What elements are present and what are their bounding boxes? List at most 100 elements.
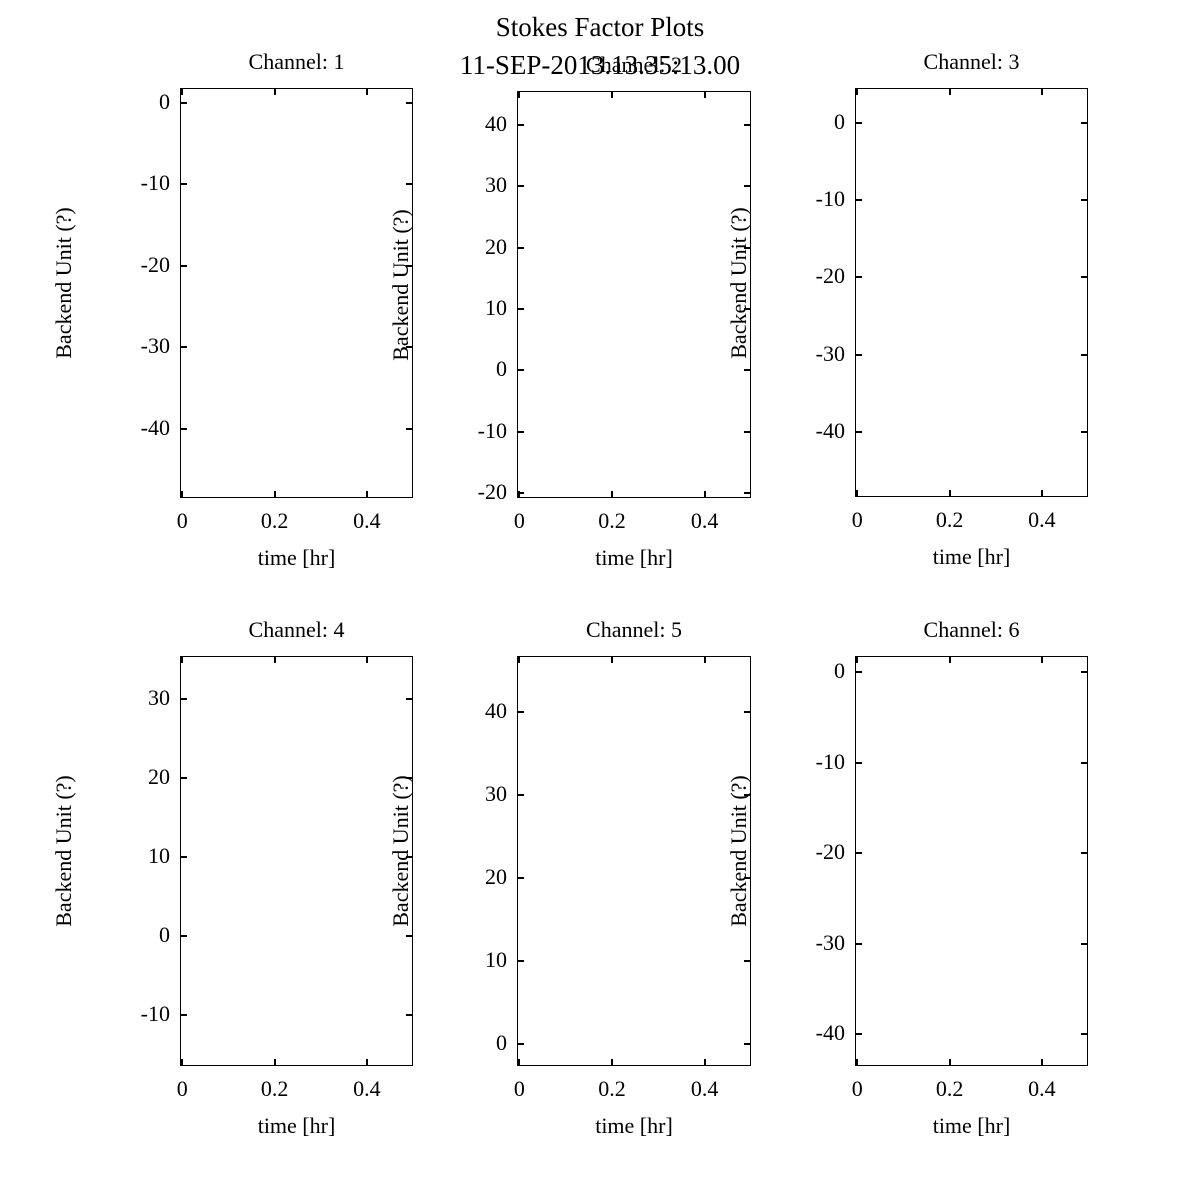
ytick-mark bbox=[180, 346, 187, 349]
ytick-label: -20 bbox=[140, 251, 170, 277]
ytick-mark bbox=[517, 492, 524, 495]
ytick-mark-right bbox=[1081, 1033, 1088, 1036]
xtick-mark bbox=[181, 491, 184, 498]
axes-frame-channel-3 bbox=[855, 88, 1088, 497]
ytick-mark bbox=[180, 264, 187, 267]
ytick-mark bbox=[855, 942, 862, 945]
ytick-mark-right bbox=[406, 346, 413, 349]
xtick-mark bbox=[610, 491, 613, 498]
axes-frame-channel-5 bbox=[517, 656, 751, 1066]
ytick-label: 10 bbox=[485, 947, 507, 973]
xtick-mark bbox=[365, 1059, 368, 1066]
ytick-mark-right bbox=[744, 1043, 751, 1046]
xtick-label: 0.4 bbox=[353, 1076, 381, 1101]
ytick-mark bbox=[517, 430, 524, 433]
xtick-label: 0.4 bbox=[1028, 1076, 1056, 1101]
yaxis-label-channel-1: Backend Unit (?) bbox=[51, 207, 76, 359]
axes-frame-channel-2 bbox=[517, 91, 751, 498]
ytick-mark-right bbox=[1081, 671, 1088, 674]
ytick-mark-right bbox=[406, 856, 413, 859]
ytick-mark-right bbox=[1081, 942, 1088, 945]
ytick-mark bbox=[180, 101, 187, 104]
ytick-label: -10 bbox=[815, 186, 845, 212]
ytick-label: -10 bbox=[815, 748, 845, 774]
xtick-mark-top bbox=[856, 656, 859, 663]
xaxis-label-channel-3: time [hr] bbox=[932, 544, 1011, 569]
xtick-label: 0.2 bbox=[260, 508, 289, 533]
ytick-mark-right bbox=[406, 934, 413, 937]
ytick-mark bbox=[180, 856, 187, 859]
ytick-mark-right bbox=[744, 877, 751, 880]
ytick-label: 20 bbox=[148, 764, 170, 790]
ytick-mark bbox=[180, 777, 187, 780]
ytick-mark bbox=[180, 1013, 187, 1016]
ytick-label: 30 bbox=[485, 781, 507, 807]
xtick-mark-top bbox=[518, 656, 521, 663]
xtick-mark-top bbox=[365, 88, 368, 95]
ytick-mark-right bbox=[1081, 276, 1088, 279]
ytick-mark-right bbox=[1081, 122, 1088, 125]
subplot-title-channel-2: Channel: 2 bbox=[586, 52, 682, 77]
ytick-label: -40 bbox=[815, 417, 845, 443]
ytick-mark bbox=[855, 430, 862, 433]
ytick-mark bbox=[180, 698, 187, 701]
subplot-title-channel-6: Channel: 6 bbox=[923, 617, 1020, 642]
ytick-label: -40 bbox=[815, 1020, 845, 1046]
ytick-label: -20 bbox=[477, 479, 507, 505]
xtick-mark bbox=[181, 1059, 184, 1066]
ytick-mark bbox=[855, 761, 862, 764]
xtick-mark bbox=[1040, 1059, 1043, 1066]
ytick-mark bbox=[855, 1033, 862, 1036]
ytick-mark bbox=[517, 123, 524, 126]
ytick-mark bbox=[517, 1043, 524, 1046]
ytick-mark-right bbox=[406, 777, 413, 780]
subplot-channel-5 bbox=[517, 656, 751, 1066]
xtick-label: 0.2 bbox=[935, 507, 964, 532]
ytick-label: 20 bbox=[485, 233, 507, 259]
subplot-channel-2 bbox=[517, 91, 751, 498]
subplot-title-channel-3: Channel: 3 bbox=[923, 49, 1020, 74]
xtick-label: 0 bbox=[851, 1076, 863, 1101]
ytick-label: -20 bbox=[815, 839, 845, 865]
xtick-mark bbox=[1040, 490, 1043, 497]
ytick-label: 0 bbox=[496, 1030, 507, 1056]
ytick-label: -40 bbox=[140, 414, 170, 440]
xtick-mark-top bbox=[1040, 88, 1043, 95]
ytick-mark bbox=[855, 122, 862, 125]
xtick-mark bbox=[948, 1059, 951, 1066]
ytick-label: 20 bbox=[485, 864, 507, 890]
xtick-mark-top bbox=[181, 88, 184, 95]
ytick-mark bbox=[517, 794, 524, 797]
xaxis-label-channel-5: time [hr] bbox=[595, 1113, 673, 1138]
subplot-channel-6 bbox=[855, 656, 1088, 1066]
ytick-mark-right bbox=[744, 794, 751, 797]
ytick-label: -30 bbox=[140, 333, 170, 359]
xtick-mark-top bbox=[273, 88, 276, 95]
xtick-mark bbox=[610, 1059, 613, 1066]
xtick-label: 0.4 bbox=[690, 1076, 719, 1101]
ytick-mark-right bbox=[406, 264, 413, 267]
ytick-label: 0 bbox=[834, 109, 845, 135]
ytick-mark-right bbox=[744, 430, 751, 433]
xtick-label: 0.4 bbox=[353, 508, 381, 533]
yaxis-label-channel-4: Backend Unit (?) bbox=[51, 775, 76, 927]
xtick-mark bbox=[518, 491, 521, 498]
xaxis-label-channel-4: time [hr] bbox=[257, 1113, 336, 1138]
xtick-mark bbox=[273, 491, 276, 498]
axes-frame-channel-4 bbox=[180, 656, 413, 1066]
ytick-label: -30 bbox=[815, 929, 845, 955]
xtick-mark bbox=[518, 1059, 521, 1066]
ytick-mark bbox=[855, 852, 862, 855]
ytick-label: 30 bbox=[485, 172, 507, 198]
xtick-label: 0.4 bbox=[690, 508, 719, 533]
xaxis-label-channel-6: time [hr] bbox=[932, 1113, 1011, 1138]
ytick-mark-right bbox=[744, 960, 751, 963]
xtick-mark bbox=[703, 491, 706, 498]
ytick-mark bbox=[517, 711, 524, 714]
ytick-mark bbox=[855, 671, 862, 674]
ytick-mark-right bbox=[744, 185, 751, 188]
xtick-mark-top bbox=[703, 656, 706, 663]
ytick-mark-right bbox=[1081, 353, 1088, 356]
ytick-mark-right bbox=[1081, 761, 1088, 764]
